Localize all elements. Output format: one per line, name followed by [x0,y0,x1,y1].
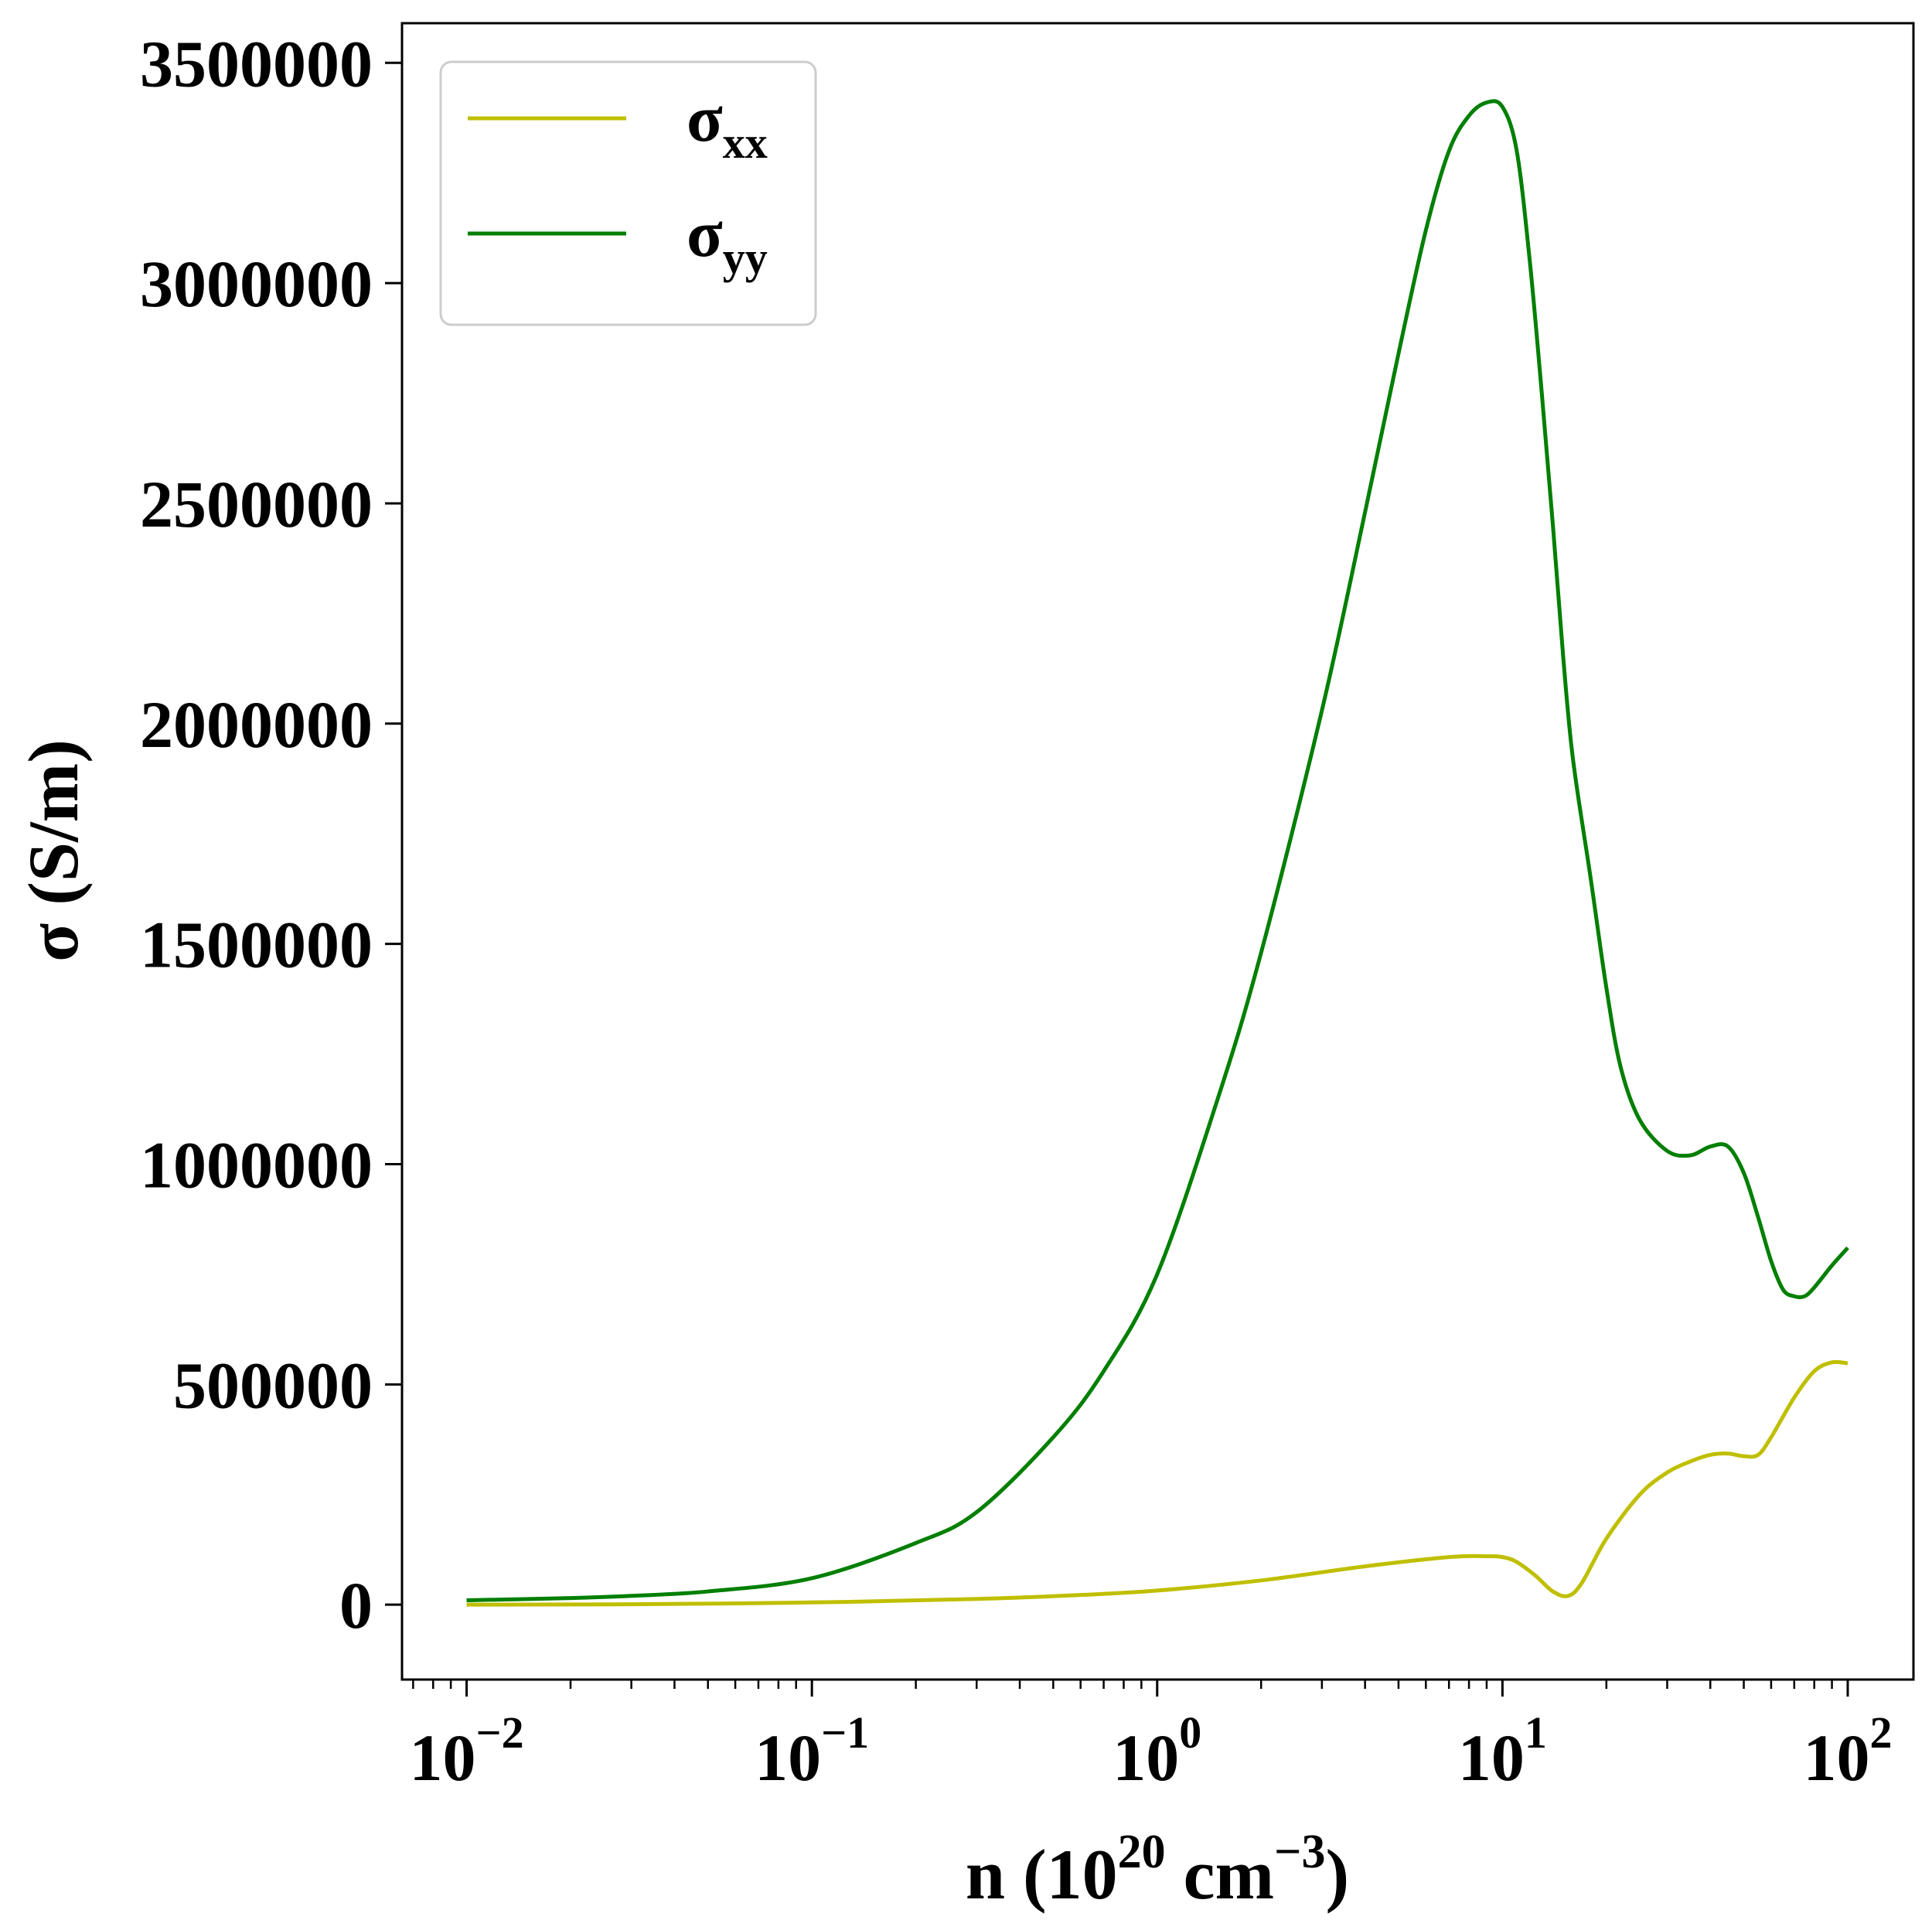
x-tick-label: 100 [1113,1707,1201,1795]
series-lines [466,99,1849,1607]
x-tick-label: 10−1 [755,1707,869,1795]
legend-label-sigma-xx: σxx [687,81,768,168]
x-axis-ticks: 10−2 10−1 100 101 102 [410,1680,1892,1795]
y-tick-label: 0 [339,1568,373,1642]
y-axis-ticks: 0 500000 1000000 1500000 2000000 2500000 30000… [140,26,402,1642]
legend-frame [439,60,817,326]
y-tick-label: 500000 [173,1348,373,1422]
x-axis-label: n (1020 cm−3) [966,1826,1349,1914]
series-line-sigma-xx [466,1359,1849,1607]
y-tick-label: 2000000 [140,687,373,762]
y-tick-label: 1500000 [140,908,373,982]
x-tick-label: 10−2 [410,1707,524,1795]
y-tick-label: 1000000 [140,1127,373,1202]
x-tick-label: 102 [1803,1707,1892,1795]
x-minor-ticks [412,1680,1833,1689]
series-line-sigma-yy [466,99,1849,1602]
y-tick-label: 3500000 [140,26,373,101]
legend: σxx σyy [439,60,817,326]
y-tick-label: 3000000 [140,247,373,321]
y-tick-label: 2500000 [140,467,373,541]
y-axis-label: σ (S/m) [14,739,93,962]
x-tick-label: 101 [1458,1707,1547,1795]
legend-label-sigma-yy: σyy [687,196,768,283]
